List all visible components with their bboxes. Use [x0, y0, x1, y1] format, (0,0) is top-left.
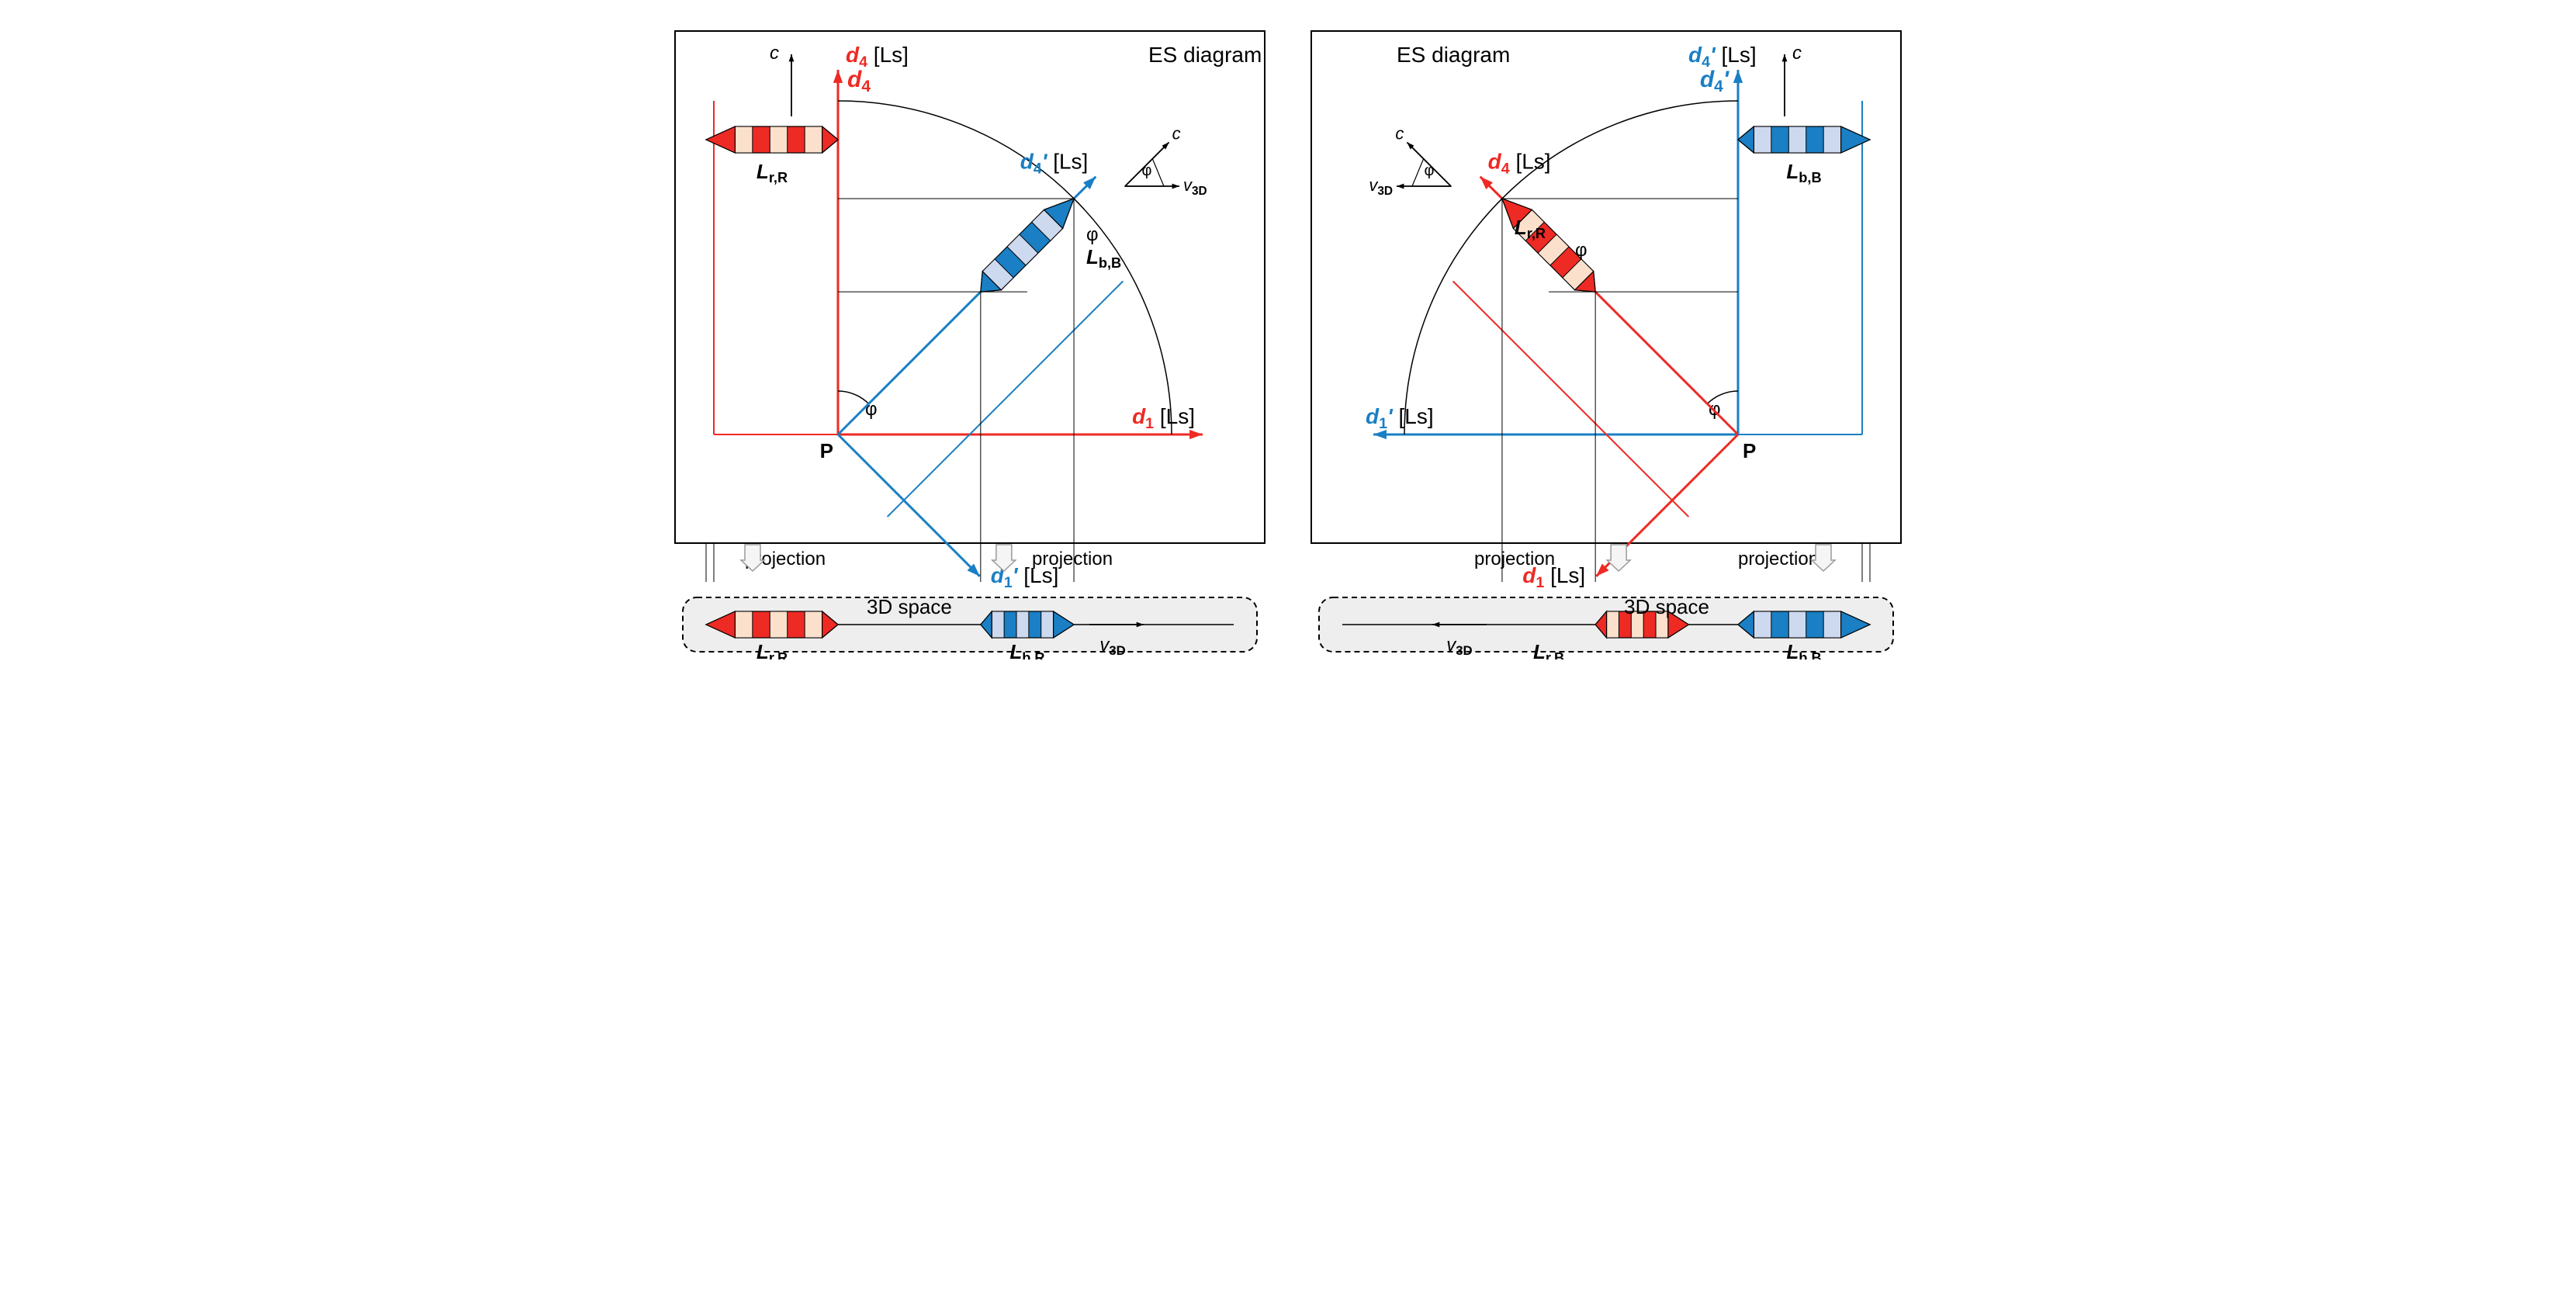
svg-text:projection: projection — [1032, 549, 1113, 569]
svg-text:ES diagram: ES diagram — [1397, 43, 1510, 67]
svg-text:projection: projection — [1474, 549, 1555, 569]
svg-text:d1 [Ls]: d1 [Ls] — [1132, 404, 1195, 432]
svg-text:3D space: 3D space — [1624, 595, 1709, 618]
svg-text:3D space: 3D space — [867, 595, 952, 618]
svg-text:d4' [Ls]: d4' [Ls] — [1020, 150, 1089, 178]
svg-text:c: c — [770, 43, 779, 64]
svg-text:projection: projection — [1738, 549, 1819, 569]
svg-text:c: c — [1172, 123, 1181, 143]
svg-text:d1' [Ls]: d1' [Ls] — [1366, 404, 1434, 432]
left-diagram: ES diagramPφφcφcv3Dd4d4 [Ls]d1 [Ls]d4' [… — [667, 23, 1272, 659]
svg-text:P: P — [820, 439, 833, 462]
svg-text:d4 [Ls]: d4 [Ls] — [1488, 150, 1551, 178]
svg-text:φ: φ — [1425, 162, 1435, 179]
svg-text:P: P — [1743, 439, 1756, 462]
right-diagram: ES diagramPφφcφcv3Dd4'd4' [Ls]d1' [Ls]d4… — [1304, 23, 1909, 659]
svg-text:c: c — [1395, 123, 1404, 143]
right-panel: ES diagramPφφcφcv3Dd4'd4' [Ls]d1' [Ls]d4… — [1304, 23, 1909, 659]
svg-text:c: c — [1792, 43, 1802, 64]
svg-text:ES diagram: ES diagram — [1148, 43, 1262, 67]
left-panel: ES diagramPφφcφcv3Dd4d4 [Ls]d1 [Ls]d4' [… — [667, 23, 1272, 659]
svg-text:φ: φ — [1142, 162, 1152, 179]
svg-text:d4' [Ls]: d4' [Ls] — [1688, 43, 1757, 71]
svg-text:d4 [Ls]: d4 [Ls] — [846, 43, 909, 71]
svg-text:φ: φ — [1575, 240, 1587, 261]
svg-text:φ: φ — [1086, 224, 1099, 245]
